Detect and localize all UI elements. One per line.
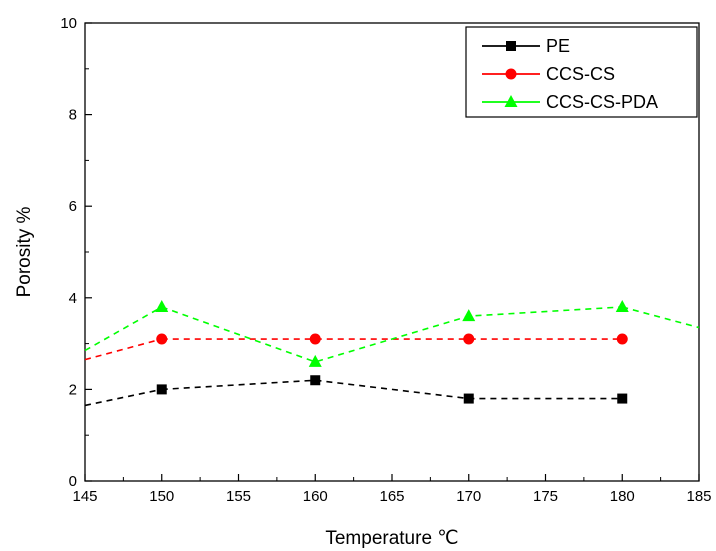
- data-point: [309, 333, 321, 345]
- legend-entries: PE CCS-CS CCS-CS-PDA: [482, 36, 658, 112]
- series-line: [161, 306, 623, 363]
- series-line: [161, 379, 623, 400]
- x-tick-label: 170: [456, 488, 481, 505]
- series-ccs-cs-pda: [84, 299, 700, 367]
- x-tick-label: 175: [533, 488, 558, 505]
- legend-label: PE: [546, 36, 570, 56]
- data-point: [156, 333, 168, 345]
- y-axis-ticks: 0 2 4 6 8 10: [60, 15, 92, 490]
- legend-marker: [504, 95, 518, 107]
- legend-marker: [506, 41, 516, 51]
- y-tick-label: 6: [69, 198, 77, 215]
- series-line-extension: [84, 388, 162, 407]
- series-layer: [84, 299, 700, 407]
- legend-label: CCS-CS-PDA: [546, 92, 658, 112]
- y-tick-label: 10: [60, 15, 77, 32]
- data-point: [463, 333, 475, 345]
- series-line-extension-end: [622, 306, 700, 329]
- x-axis-ticks: 145 150 155 160 165 170 175 180 185: [72, 474, 712, 505]
- legend: PE CCS-CS CCS-CS-PDA: [465, 26, 698, 118]
- x-tick-label: 180: [610, 488, 635, 505]
- y-tick-label: 2: [69, 381, 77, 398]
- series-line-extension: [84, 338, 162, 361]
- x-tick-label: 145: [72, 488, 97, 505]
- data-point: [617, 393, 628, 404]
- data-point: [616, 333, 628, 345]
- x-tick-label: 185: [686, 488, 711, 505]
- legend-marker: [505, 68, 517, 80]
- x-tick-label: 155: [226, 488, 251, 505]
- y-tick-label: 4: [69, 290, 77, 307]
- data-point: [156, 384, 167, 395]
- y-tick-label: 0: [69, 473, 77, 490]
- data-point: [308, 354, 322, 367]
- x-tick-label: 150: [149, 488, 174, 505]
- x-tick-label: 165: [379, 488, 404, 505]
- series-pe: [84, 375, 628, 407]
- y-tick-label: 8: [69, 107, 77, 124]
- y-axis-title: Porosity %: [14, 206, 35, 297]
- x-axis-title: Temperature ℃: [325, 528, 458, 549]
- x-tick-label: 160: [303, 488, 328, 505]
- series-ccs-cs: [84, 333, 628, 361]
- data-point: [462, 309, 476, 322]
- legend-label: CCS-CS: [546, 64, 615, 84]
- data-point: [463, 393, 474, 404]
- series-line-extension: [84, 306, 163, 352]
- data-point: [615, 299, 629, 312]
- data-point: [155, 299, 169, 312]
- data-point: [310, 375, 321, 386]
